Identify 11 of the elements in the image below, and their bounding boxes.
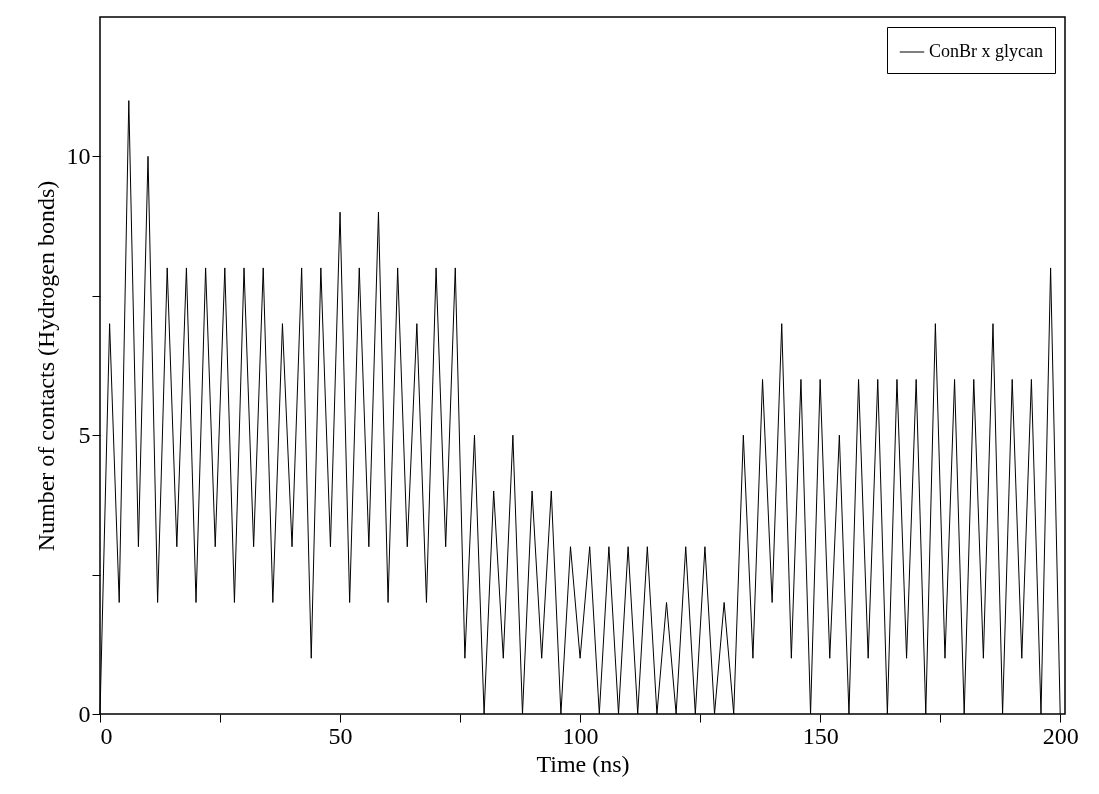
y-tick-label: 5 — [78, 421, 91, 448]
x-tick-label: 50 — [328, 722, 353, 749]
y-axis-title: Number of contacts (Hydrogen bonds) — [32, 180, 59, 552]
y-tick-label: 10 — [66, 142, 91, 169]
x-tick-label: 150 — [802, 722, 839, 749]
x-tick-label: 100 — [562, 722, 599, 749]
x-tick-label: 0 — [100, 722, 113, 749]
x-axis-title: Time (ns) — [536, 750, 630, 777]
y-tick-label: 0 — [78, 700, 91, 727]
legend-label: ConBr x glycan — [929, 41, 1043, 61]
x-tick-label: 200 — [1042, 722, 1079, 749]
